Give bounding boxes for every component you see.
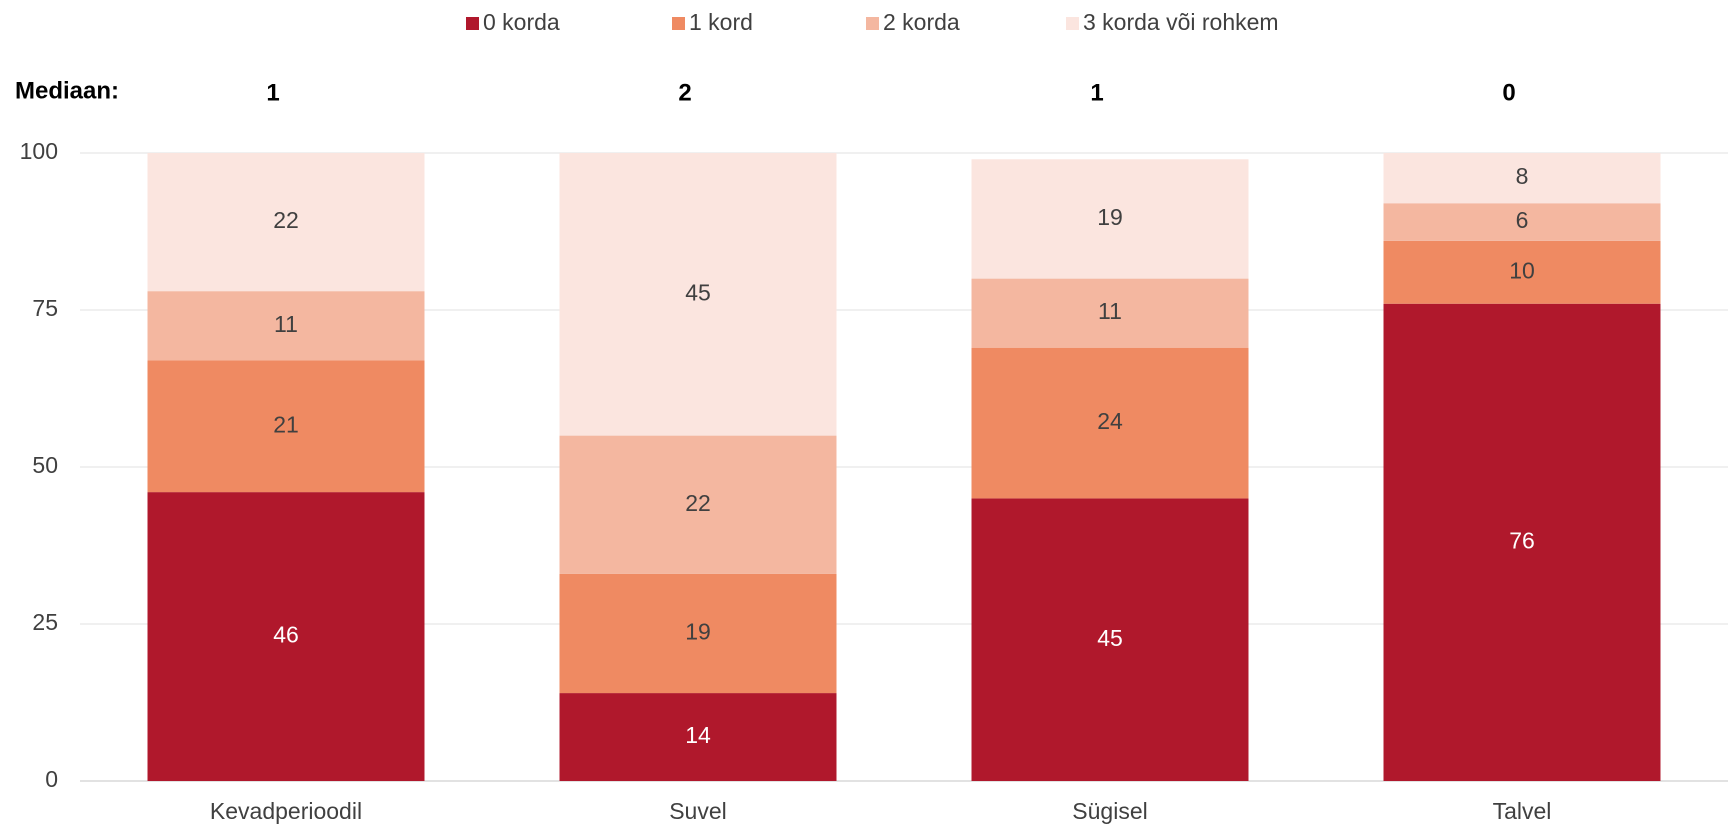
- bar-segment: [147, 492, 425, 781]
- data-label: 6: [1516, 207, 1529, 233]
- data-label: 21: [273, 411, 299, 437]
- median-value: 1: [266, 79, 279, 106]
- data-label: 19: [1097, 204, 1123, 230]
- median-value: 0: [1502, 79, 1515, 106]
- bar-segment: [559, 573, 837, 694]
- x-tick-label: Sügisel: [1072, 798, 1147, 824]
- bar-segment: [147, 153, 425, 292]
- bar-segment: [971, 278, 1249, 348]
- median-value: 2: [678, 79, 691, 106]
- bar-segment: [559, 435, 837, 574]
- x-tick-label: Kevadperioodil: [210, 798, 362, 824]
- data-label: 76: [1509, 527, 1535, 553]
- bar-segment: [971, 347, 1249, 499]
- data-label: 19: [685, 618, 711, 644]
- y-tick-label: 75: [32, 295, 58, 321]
- data-label: 11: [274, 311, 298, 337]
- bar-segment: [1383, 153, 1661, 204]
- legend-label: 2 korda: [883, 9, 960, 35]
- y-tick-label: 100: [20, 138, 58, 164]
- bar-segment: [147, 291, 425, 361]
- median-value: 1: [1090, 79, 1103, 106]
- bar-segment: [1383, 240, 1661, 304]
- x-tick-label: Suvel: [669, 798, 727, 824]
- legend-label: 0 korda: [483, 9, 560, 35]
- bar-segment: [1383, 203, 1661, 241]
- bar-segment: [147, 360, 425, 493]
- data-label: 10: [1509, 257, 1535, 283]
- legend-swatch: [1066, 17, 1079, 30]
- y-tick-label: 25: [32, 609, 58, 635]
- bar-segment: [1383, 303, 1661, 781]
- bar-segment: [971, 498, 1249, 781]
- y-tick-label: 50: [32, 452, 58, 478]
- legend-swatch: [866, 17, 879, 30]
- bar-segment: [971, 159, 1249, 279]
- data-label: 22: [685, 490, 711, 516]
- bar-segment: [559, 693, 837, 781]
- y-tick-label: 0: [45, 766, 58, 792]
- median-label: Mediaan:: [15, 77, 119, 104]
- x-tick-label: Talvel: [1493, 798, 1552, 824]
- legend-label: 3 korda või rohkem: [1083, 9, 1279, 35]
- data-label: 11: [1098, 298, 1122, 324]
- legend-swatch: [672, 17, 685, 30]
- data-label: 45: [685, 279, 711, 305]
- data-label: 24: [1097, 408, 1123, 434]
- data-label: 14: [685, 722, 711, 748]
- data-label: 8: [1516, 163, 1529, 189]
- legend-label: 1 kord: [689, 9, 753, 35]
- data-label: 45: [1097, 625, 1123, 651]
- data-label: 46: [273, 622, 299, 648]
- data-label: 22: [273, 207, 299, 233]
- bar-segment: [559, 153, 837, 436]
- legend-swatch: [466, 17, 479, 30]
